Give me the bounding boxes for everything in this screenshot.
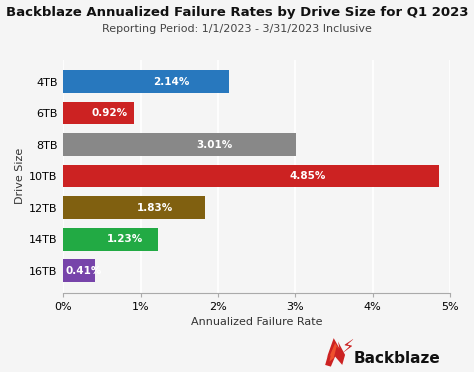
Polygon shape (329, 343, 339, 362)
Text: Backblaze Annualized Failure Rates by Drive Size for Q1 2023: Backblaze Annualized Failure Rates by Dr… (6, 6, 468, 19)
Text: Reporting Period: 1/1/2023 - 3/31/2023 Inclusive: Reporting Period: 1/1/2023 - 3/31/2023 I… (102, 24, 372, 34)
Text: 0.92%: 0.92% (91, 108, 128, 118)
Text: ⚡: ⚡ (341, 339, 354, 357)
Bar (63, 228, 158, 251)
Polygon shape (325, 338, 345, 367)
Text: 3.01%: 3.01% (197, 140, 233, 150)
Text: 0.41%: 0.41% (66, 266, 102, 276)
Bar (63, 259, 95, 282)
X-axis label: Annualized Failure Rate: Annualized Failure Rate (191, 317, 322, 327)
Text: 2.14%: 2.14% (153, 77, 189, 87)
Bar (63, 70, 229, 93)
Text: Backblaze: Backblaze (354, 351, 440, 366)
Text: 1.83%: 1.83% (137, 203, 173, 213)
Bar (63, 102, 135, 125)
Bar (63, 196, 205, 219)
Y-axis label: Drive Size: Drive Size (15, 148, 25, 204)
Bar (63, 133, 296, 156)
Bar (63, 165, 438, 187)
Text: 1.23%: 1.23% (107, 234, 143, 244)
Text: 4.85%: 4.85% (289, 171, 325, 181)
